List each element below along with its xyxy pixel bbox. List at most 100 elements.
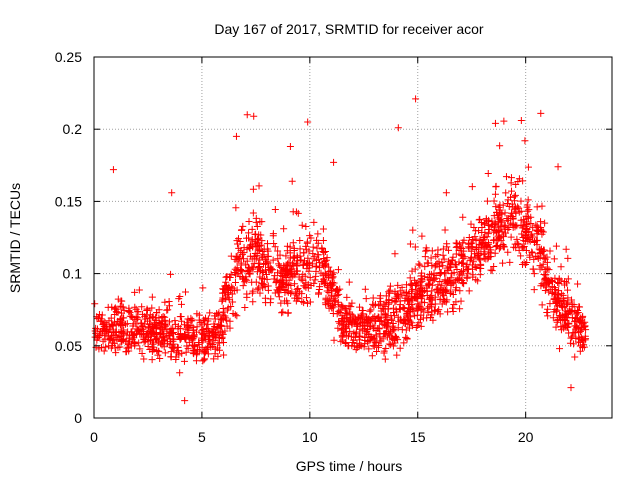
data-point bbox=[309, 250, 317, 258]
data-point bbox=[533, 226, 541, 234]
data-point bbox=[280, 225, 288, 233]
data-point bbox=[107, 314, 115, 322]
data-point bbox=[577, 335, 585, 343]
data-point bbox=[231, 279, 239, 287]
data-point bbox=[485, 248, 493, 256]
data-point bbox=[278, 309, 286, 317]
data-point bbox=[297, 256, 305, 264]
data-point bbox=[351, 316, 359, 324]
data-point bbox=[539, 260, 547, 268]
data-point bbox=[471, 263, 479, 271]
data-point bbox=[293, 267, 301, 275]
data-point bbox=[452, 284, 460, 292]
data-point bbox=[515, 246, 523, 254]
data-point bbox=[537, 109, 545, 117]
data-point bbox=[476, 256, 484, 264]
data-point bbox=[381, 330, 389, 338]
data-point bbox=[540, 246, 548, 254]
data-point bbox=[364, 326, 372, 334]
data-point bbox=[382, 345, 390, 353]
data-point bbox=[243, 276, 251, 284]
data-point bbox=[574, 338, 582, 346]
data-point bbox=[428, 281, 436, 289]
data-point bbox=[151, 319, 159, 327]
data-point bbox=[472, 276, 480, 284]
data-point bbox=[428, 295, 436, 303]
data-point bbox=[463, 265, 471, 273]
data-point bbox=[279, 308, 287, 316]
data-point bbox=[352, 346, 360, 354]
data-point bbox=[492, 203, 500, 211]
data-point bbox=[400, 316, 408, 324]
data-point bbox=[156, 354, 164, 362]
data-point bbox=[323, 254, 331, 262]
data-point bbox=[97, 328, 105, 336]
data-point bbox=[143, 329, 151, 337]
data-point bbox=[450, 300, 458, 308]
data-point bbox=[294, 295, 302, 303]
data-point bbox=[219, 330, 227, 338]
data-point bbox=[116, 302, 124, 310]
data-point bbox=[202, 332, 210, 340]
data-point bbox=[94, 333, 102, 341]
data-point bbox=[562, 245, 570, 253]
data-point bbox=[536, 249, 544, 257]
data-point bbox=[532, 221, 540, 229]
data-point bbox=[232, 271, 240, 279]
data-point bbox=[358, 307, 366, 315]
data-point bbox=[360, 321, 368, 329]
data-point bbox=[221, 312, 229, 320]
data-point bbox=[442, 189, 450, 197]
data-point bbox=[424, 273, 432, 281]
data-point bbox=[374, 313, 382, 321]
data-point bbox=[401, 297, 409, 305]
data-point bbox=[565, 319, 573, 327]
data-point bbox=[126, 337, 134, 345]
data-point bbox=[559, 314, 567, 322]
data-point bbox=[271, 243, 279, 251]
data-point bbox=[253, 268, 261, 276]
data-point bbox=[267, 265, 275, 273]
data-point bbox=[253, 285, 261, 293]
data-point bbox=[482, 255, 490, 263]
data-point bbox=[213, 344, 221, 352]
data-point bbox=[345, 278, 353, 286]
data-point bbox=[217, 321, 225, 329]
data-point bbox=[428, 247, 436, 255]
data-point bbox=[105, 323, 113, 331]
data-point bbox=[467, 220, 475, 228]
data-point bbox=[428, 287, 436, 295]
data-point bbox=[145, 333, 153, 341]
data-point bbox=[414, 280, 422, 288]
data-point bbox=[481, 250, 489, 258]
data-point bbox=[441, 276, 449, 284]
data-point bbox=[460, 267, 468, 275]
data-point bbox=[400, 339, 408, 347]
data-point bbox=[175, 351, 183, 359]
data-point bbox=[293, 252, 301, 260]
data-point bbox=[573, 324, 581, 332]
data-point bbox=[394, 324, 402, 332]
data-point bbox=[262, 299, 270, 307]
data-point bbox=[259, 269, 267, 277]
data-point bbox=[335, 290, 343, 298]
data-point bbox=[246, 242, 254, 250]
data-point bbox=[403, 334, 411, 342]
data-point bbox=[376, 337, 384, 345]
data-point bbox=[176, 313, 184, 321]
data-point bbox=[491, 190, 499, 198]
data-point bbox=[314, 239, 322, 247]
data-point bbox=[519, 244, 527, 252]
data-point bbox=[337, 338, 345, 346]
data-point bbox=[518, 230, 526, 238]
data-point bbox=[408, 267, 416, 275]
data-point bbox=[424, 304, 432, 312]
data-point bbox=[487, 266, 495, 274]
data-point bbox=[477, 261, 485, 269]
data-point bbox=[304, 118, 312, 126]
data-point bbox=[229, 310, 237, 318]
data-point bbox=[471, 233, 479, 241]
data-point bbox=[417, 322, 425, 330]
data-point bbox=[566, 339, 574, 347]
